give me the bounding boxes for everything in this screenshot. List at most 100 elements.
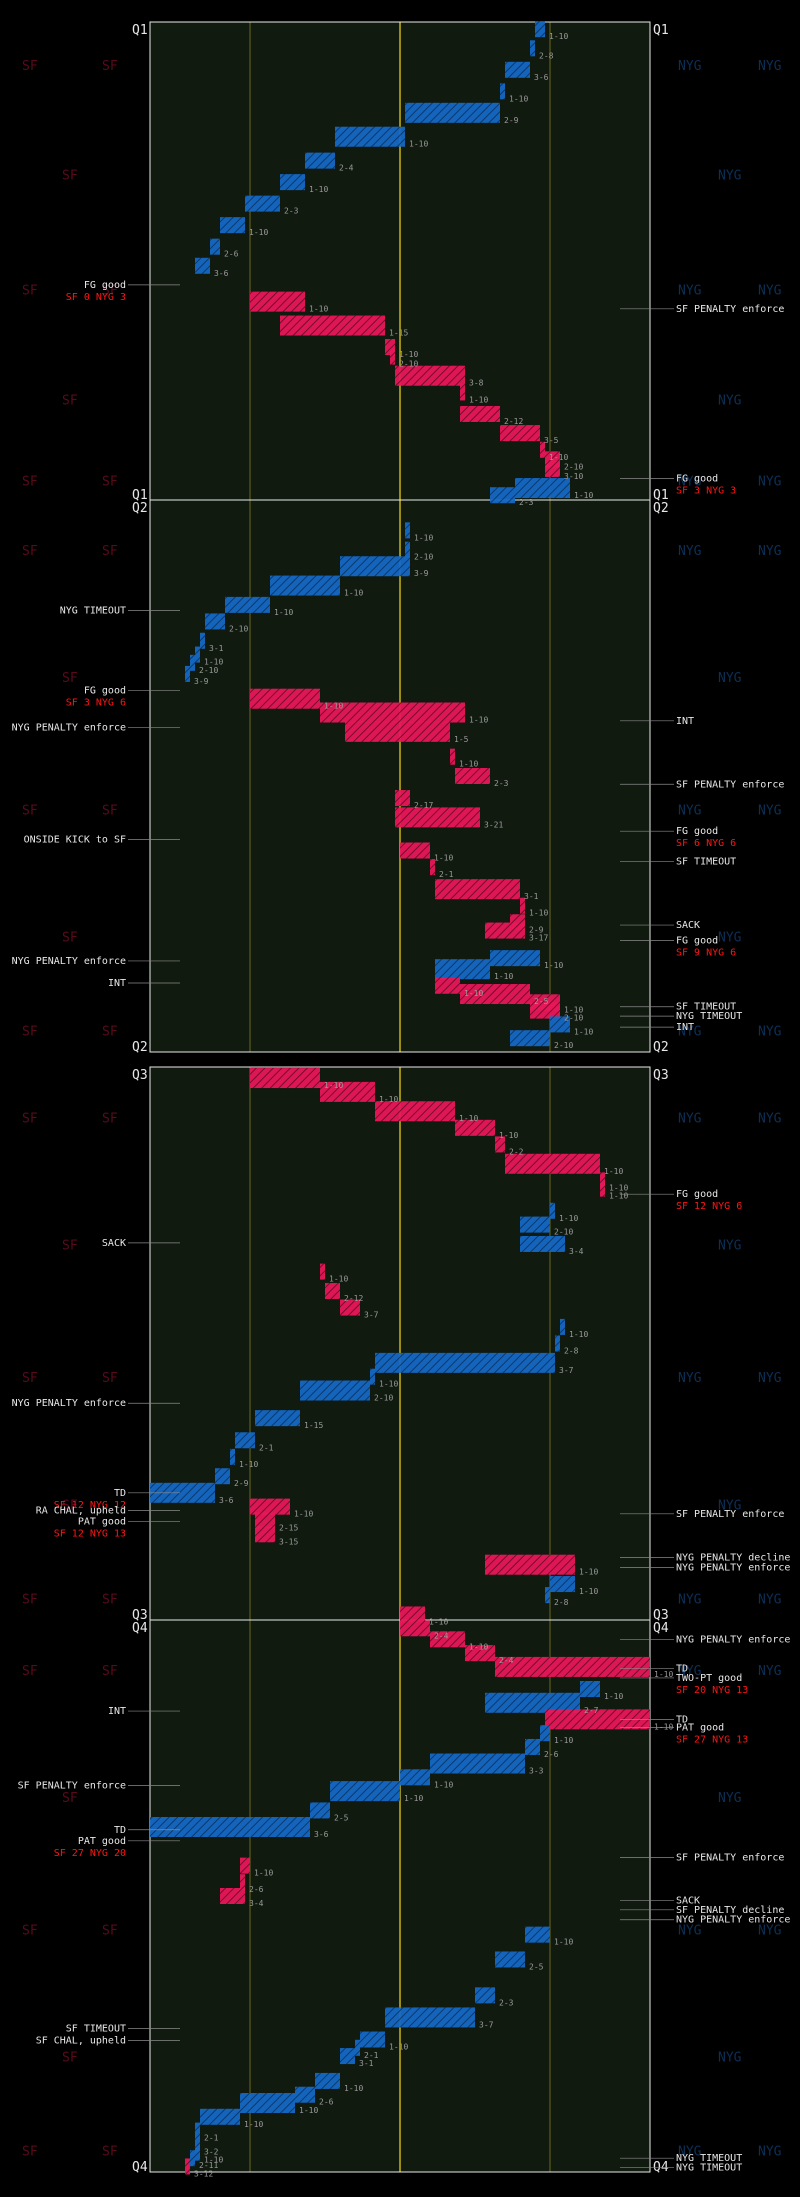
play-bar	[240, 2093, 295, 2113]
play-bar	[205, 613, 225, 630]
down-distance-label: 2-6	[319, 2098, 334, 2107]
team-watermark: SF	[102, 2144, 118, 2159]
event-annotation: TWO-PT good	[676, 1673, 742, 1684]
play-bar	[555, 1335, 560, 1352]
play-bar	[400, 1769, 430, 1786]
team-watermark: NYG	[758, 475, 782, 490]
play-bar	[195, 2136, 200, 2153]
play-bar	[330, 1781, 400, 1802]
play-bar	[220, 1888, 245, 1904]
play-bar	[540, 1725, 550, 1742]
event-annotation: SF TIMEOUT	[66, 2023, 126, 2034]
down-distance-label: 1-10	[204, 658, 223, 667]
play-bar	[200, 2108, 240, 2125]
team-watermark: SF	[62, 1498, 78, 1513]
team-watermark: SF	[102, 475, 118, 490]
play-bar	[600, 1180, 605, 1197]
down-distance-label: 1-10	[554, 1736, 573, 1745]
down-distance-label: 2-8	[564, 1347, 579, 1356]
play-bar	[220, 217, 245, 234]
play-bar	[430, 1753, 525, 1774]
play-bar	[435, 959, 490, 980]
down-distance-label: 3-6	[314, 1830, 329, 1839]
play-bar	[250, 1498, 290, 1515]
down-distance-label: 1-10	[604, 1692, 623, 1701]
score-label: SF 12 NYG 13	[54, 1529, 126, 1540]
play-bar	[520, 1235, 565, 1252]
quarter-label: Q2	[132, 1040, 148, 1055]
down-distance-label: 1-10	[409, 140, 428, 149]
down-distance-label: 1-10	[529, 909, 548, 918]
score-label: SF 20 NYG 13	[676, 1685, 748, 1696]
team-watermark: SF	[102, 1664, 118, 1679]
score-label: SF 9 NYG 6	[676, 947, 736, 958]
team-watermark: SF	[22, 283, 38, 298]
down-distance-label: 3-2	[204, 2147, 219, 2156]
play-bar	[395, 365, 465, 386]
play-bar	[370, 1368, 375, 1385]
play-bar	[190, 2150, 195, 2167]
event-annotation: PAT good	[78, 1836, 126, 1847]
play-bar	[375, 1101, 455, 1122]
quarter-label: Q2	[653, 1040, 669, 1055]
event-annotation: FG good	[84, 280, 126, 291]
down-distance-label: 2-17	[414, 801, 433, 810]
event-annotation: NYG TIMEOUT	[676, 2153, 742, 2164]
play-bar	[545, 460, 560, 477]
down-distance-label: 2-10	[554, 1041, 573, 1050]
event-annotation: FG good	[676, 935, 718, 946]
down-distance-label: 1-10	[579, 1587, 598, 1596]
event-annotation: SACK	[676, 920, 700, 931]
team-watermark: SF	[22, 1111, 38, 1126]
team-watermark: SF	[22, 1924, 38, 1939]
team-watermark: NYG	[758, 1111, 782, 1126]
team-watermark: NYG	[718, 2051, 742, 2066]
play-bar	[335, 126, 405, 147]
event-annotation: INT	[108, 978, 126, 989]
team-watermark: SF	[62, 931, 78, 946]
down-distance-label: 2-15	[279, 1523, 298, 1532]
event-annotation: NYG PENALTY enforce	[676, 1562, 790, 1573]
play-bar	[230, 1448, 235, 1465]
score-label: SF 27 NYG 13	[676, 1735, 748, 1746]
team-watermark: NYG	[758, 804, 782, 819]
play-bar	[360, 2031, 385, 2048]
team-watermark: SF	[22, 475, 38, 490]
play-bar	[320, 1081, 375, 1102]
play-bar	[495, 1656, 650, 1677]
down-distance-label: 3-3	[529, 1767, 544, 1776]
team-watermark: NYG	[678, 1111, 702, 1126]
down-distance-label: 1-10	[434, 1780, 453, 1789]
play-bar	[240, 1857, 250, 1874]
down-distance-label: 2-6	[249, 1885, 264, 1894]
play-bar	[540, 441, 545, 458]
quarter-border	[149, 499, 651, 1053]
play-bar	[395, 790, 410, 807]
score-label: SF 3 NYG 6	[66, 697, 126, 708]
play-bar	[530, 1002, 560, 1019]
event-annotation: PAT good	[676, 1723, 724, 1734]
play-bar	[525, 1926, 550, 1943]
down-distance-label: 1-10	[399, 350, 418, 359]
event-annotation: ONSIDE KICK to SF	[24, 834, 126, 845]
play-bar	[560, 1318, 565, 1335]
down-distance-label: 3-1	[209, 644, 224, 653]
quarter-label: Q2	[653, 501, 669, 516]
down-distance-label: 1-10	[549, 32, 568, 41]
down-distance-label: 2-6	[544, 1750, 559, 1759]
play-bar	[400, 842, 430, 859]
team-watermark: SF	[22, 59, 38, 74]
quarter-label: Q4	[132, 1621, 148, 1636]
down-distance-label: 3-12	[194, 2169, 213, 2178]
play-bar	[400, 1606, 425, 1623]
event-annotation: SACK	[102, 1238, 126, 1249]
play-bar	[405, 541, 410, 558]
down-distance-label: 3-7	[559, 1366, 574, 1375]
team-watermark: SF	[22, 2144, 38, 2159]
down-distance-label: 1-10	[344, 2084, 363, 2093]
down-distance-label: 3-6	[534, 73, 549, 82]
down-distance-label: 2-10	[199, 666, 218, 675]
down-distance-label: 1-10	[239, 1460, 258, 1469]
play-bar	[310, 1802, 330, 1819]
play-bar	[385, 2007, 475, 2028]
